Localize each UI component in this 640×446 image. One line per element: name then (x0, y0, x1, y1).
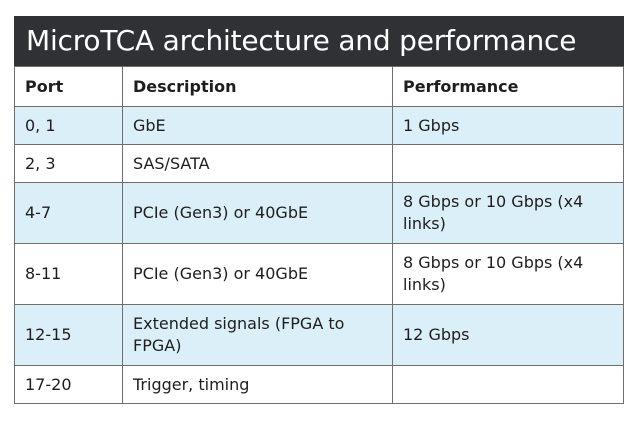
performance-cell: 1 Gbps (392, 106, 624, 145)
architecture-table-figure: MicroTCA architecture and performance Po… (14, 16, 624, 404)
description-cell: Trigger, timing (122, 365, 393, 404)
header-port: Port (14, 66, 123, 107)
description-cell: PCIe (Gen3) or 40GbE (122, 182, 393, 244)
table-title: MicroTCA architecture and performance (14, 16, 624, 66)
performance-cell: 8 Gbps or 10 Gbps (x4 links) (392, 243, 624, 305)
description-cell: GbE (122, 106, 393, 145)
port-cell: 8-11 (14, 243, 123, 305)
performance-table: Port Description Performance 0, 1 GbE 1 … (14, 66, 624, 404)
performance-cell (392, 144, 624, 183)
table-row: 17-20 Trigger, timing (14, 365, 624, 404)
table-row: 0, 1 GbE 1 Gbps (14, 106, 624, 145)
table-row: 12-15 Extended signals (FPGA to FPGA) 12… (14, 304, 624, 366)
port-cell: 0, 1 (14, 106, 123, 145)
description-cell: Extended signals (FPGA to FPGA) (122, 304, 393, 366)
performance-cell: 12 Gbps (392, 304, 624, 366)
performance-cell: 8 Gbps or 10 Gbps (x4 links) (392, 182, 624, 244)
table-row: 4-7 PCIe (Gen3) or 40GbE 8 Gbps or 10 Gb… (14, 182, 624, 244)
port-cell: 2, 3 (14, 144, 123, 183)
description-cell: SAS/SATA (122, 144, 393, 183)
performance-cell (392, 365, 624, 404)
header-row: Port Description Performance (14, 66, 624, 107)
port-cell: 12-15 (14, 304, 123, 366)
port-cell: 17-20 (14, 365, 123, 404)
description-cell: PCIe (Gen3) or 40GbE (122, 243, 393, 305)
table-row: 8-11 PCIe (Gen3) or 40GbE 8 Gbps or 10 G… (14, 243, 624, 305)
header-description: Description (122, 66, 393, 107)
port-cell: 4-7 (14, 182, 123, 244)
header-performance: Performance (392, 66, 624, 107)
table-row: 2, 3 SAS/SATA (14, 144, 624, 183)
